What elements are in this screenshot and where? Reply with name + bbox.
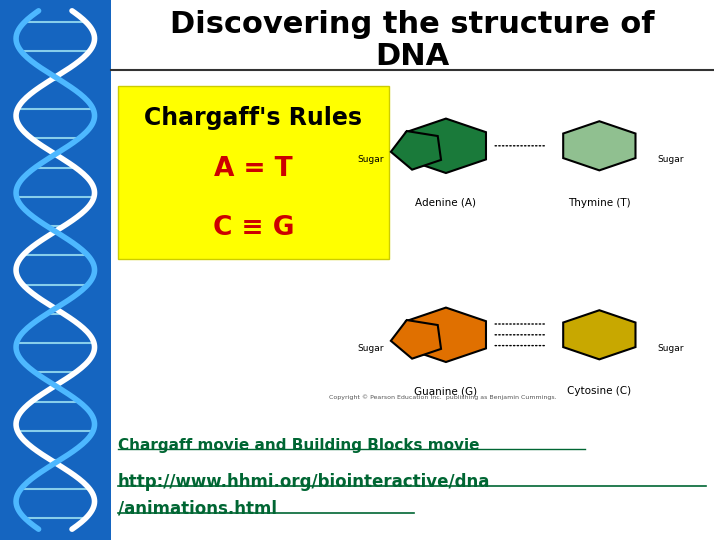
- FancyBboxPatch shape: [118, 86, 389, 259]
- Text: Chargaff's Rules: Chargaff's Rules: [144, 105, 362, 130]
- Text: Sugar: Sugar: [657, 155, 684, 164]
- FancyBboxPatch shape: [0, 0, 111, 540]
- Polygon shape: [406, 119, 486, 173]
- Text: A = T: A = T: [214, 157, 292, 183]
- Text: Adenine (A): Adenine (A): [415, 198, 477, 207]
- Text: /animations.html: /animations.html: [118, 500, 276, 518]
- Text: C ≡ G: C ≡ G: [212, 215, 294, 241]
- Text: http://www.hhmi.org/biointeractive/dna: http://www.hhmi.org/biointeractive/dna: [118, 472, 490, 491]
- Polygon shape: [563, 310, 636, 360]
- Text: Guanine (G): Guanine (G): [415, 387, 477, 396]
- Text: Chargaff movie and Building Blocks movie: Chargaff movie and Building Blocks movie: [118, 438, 480, 453]
- Polygon shape: [391, 320, 441, 359]
- Polygon shape: [391, 131, 441, 170]
- Text: Sugar: Sugar: [358, 344, 384, 353]
- Text: Thymine (T): Thymine (T): [568, 198, 631, 207]
- Text: Sugar: Sugar: [657, 344, 684, 353]
- Text: Sugar: Sugar: [358, 155, 384, 164]
- Text: DNA: DNA: [375, 42, 449, 71]
- Polygon shape: [406, 308, 486, 362]
- Text: Copyright © Pearson Education Inc.  publishing as Benjamin Cummings.: Copyright © Pearson Education Inc. publi…: [328, 394, 556, 400]
- Text: Discovering the structure of: Discovering the structure of: [170, 10, 654, 39]
- Polygon shape: [563, 122, 636, 171]
- Text: Cytosine (C): Cytosine (C): [567, 387, 631, 396]
